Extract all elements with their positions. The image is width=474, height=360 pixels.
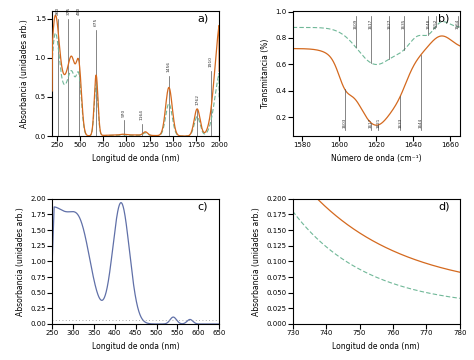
Text: 260: 260: [56, 6, 60, 15]
Text: a): a): [198, 13, 209, 23]
X-axis label: Longitud de onda (nm): Longitud de onda (nm): [332, 342, 420, 351]
Text: 490: 490: [77, 6, 81, 15]
X-axis label: Longitud de onda (nm): Longitud de onda (nm): [92, 342, 180, 351]
Text: 1621: 1621: [376, 118, 380, 128]
Text: 1652: 1652: [434, 19, 438, 29]
Y-axis label: Absorbancia (unidades arb.): Absorbancia (unidades arb.): [252, 207, 261, 316]
Text: 1164: 1164: [140, 109, 144, 120]
Y-axis label: Absorbancia (unidades arb.): Absorbancia (unidades arb.): [20, 19, 29, 128]
Text: 970: 970: [122, 108, 126, 117]
Text: 1648: 1648: [426, 19, 430, 29]
X-axis label: Número de onda (cm⁻¹): Número de onda (cm⁻¹): [331, 154, 421, 163]
Text: 675: 675: [94, 18, 98, 27]
Text: 1617: 1617: [369, 19, 373, 29]
Text: 1633: 1633: [398, 118, 402, 128]
Y-axis label: Transmitancia (%): Transmitancia (%): [261, 39, 270, 108]
Text: 1617: 1617: [369, 118, 373, 128]
Text: 1664: 1664: [456, 19, 460, 29]
Text: 1644: 1644: [419, 118, 423, 128]
Text: 1456: 1456: [167, 61, 171, 72]
Text: c): c): [198, 201, 208, 211]
Text: 375: 375: [66, 6, 70, 15]
Text: 1609: 1609: [354, 19, 358, 29]
Text: 1603: 1603: [343, 118, 346, 128]
Text: 1627: 1627: [387, 19, 391, 29]
Y-axis label: Absorbancia (unidades arb.): Absorbancia (unidades arb.): [16, 207, 25, 316]
Text: 1762: 1762: [195, 94, 199, 105]
Text: b): b): [438, 13, 449, 23]
Text: 1910: 1910: [209, 56, 213, 67]
Text: d): d): [438, 201, 449, 211]
X-axis label: Longitud de onda (nm): Longitud de onda (nm): [92, 154, 180, 163]
Text: 1635: 1635: [402, 19, 406, 29]
